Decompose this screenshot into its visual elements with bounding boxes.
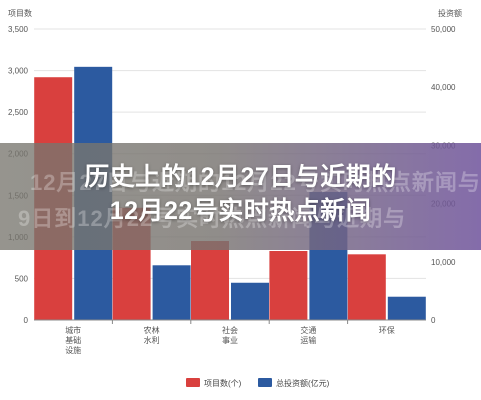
category-label: 城市基础设施 bbox=[65, 325, 81, 355]
category-label: 社会事业 bbox=[222, 325, 238, 345]
headline-title: 历史上的12月27日与近期的 12月22号实时热点新闻 bbox=[0, 160, 481, 228]
left-tick-label: 2,500 bbox=[8, 108, 29, 117]
bar-project-count bbox=[269, 250, 308, 320]
right-tick-label: 40,000 bbox=[431, 83, 456, 92]
left-tick-label: 0 bbox=[24, 316, 29, 325]
headline-line-1: 历史上的12月27日与近期的 bbox=[84, 163, 397, 191]
headline-line-2: 12月22号实时热点新闻 bbox=[109, 197, 372, 225]
category-label: 环保 bbox=[379, 325, 395, 335]
ghost-text-line-1: 12月27日与近期的12月22号实时热点新闻与 bbox=[30, 170, 481, 195]
right-tick-label: 0 bbox=[431, 316, 436, 325]
left-axis-title: 项目数 bbox=[8, 8, 32, 18]
legend-label: 总投资额(亿元) bbox=[276, 378, 330, 388]
category-label: 交通运输 bbox=[300, 325, 316, 345]
right-axis-title: 投资额 bbox=[438, 8, 462, 18]
left-tick-label: 3,000 bbox=[8, 67, 29, 76]
category-label: 农林水利 bbox=[144, 325, 160, 345]
bar-investment bbox=[387, 296, 426, 320]
right-tick-label: 10,000 bbox=[431, 258, 456, 267]
headline-banner: 12月27日与近期的12月22号实时热点新闻与 9日到12月22号实时热点新闻与… bbox=[0, 143, 481, 250]
axes bbox=[34, 319, 426, 324]
left-tick-label: 3,500 bbox=[8, 25, 29, 34]
legend-label: 项目数(个) bbox=[204, 378, 242, 388]
legend-swatch bbox=[258, 378, 272, 387]
bar-investment bbox=[231, 282, 269, 320]
ghost-text-line-2: 9日到12月22号实时热点新闻与近期与 bbox=[18, 206, 407, 231]
bar-project-count bbox=[347, 254, 386, 320]
legend-swatch bbox=[186, 378, 200, 387]
bar-investment bbox=[152, 265, 191, 320]
right-tick-label: 50,000 bbox=[431, 25, 456, 34]
left-tick-label: 500 bbox=[15, 274, 29, 283]
legend: 项目数(个) 总投资额(亿元) bbox=[186, 378, 330, 388]
bar-project-count bbox=[191, 241, 229, 320]
